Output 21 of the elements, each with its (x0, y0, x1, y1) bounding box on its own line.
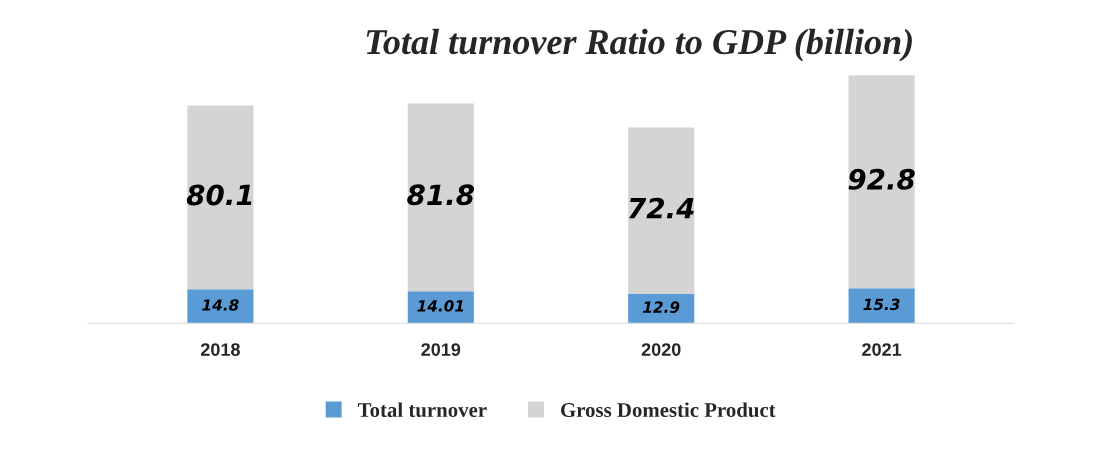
x-tick-label: 2018 (200, 343, 240, 356)
bar (407, 103, 474, 292)
data-label: 80.1 (186, 184, 252, 206)
data-label: 15.3 (863, 298, 900, 311)
data-label: 14.8 (202, 299, 239, 311)
legend-label: Total turnover (357, 402, 487, 418)
bar (628, 127, 695, 294)
bar (187, 105, 254, 290)
x-tick-label: 2021 (862, 343, 902, 356)
chart-title: Total turnover Ratio to GDP (billion) (366, 28, 912, 62)
bar (848, 75, 915, 289)
bar (187, 289, 254, 324)
bar (848, 288, 915, 324)
data-label: 12.9 (643, 301, 680, 313)
legend-label: Gross Domestic Product (560, 402, 776, 418)
data-label: 14.01 (417, 300, 464, 312)
data-label: 81.8 (407, 184, 475, 206)
x-tick-label: 2020 (641, 343, 681, 356)
data-label: 72.4 (629, 197, 694, 219)
x-tick-label: 2019 (421, 343, 461, 356)
data-label: 92.8 (848, 168, 915, 190)
